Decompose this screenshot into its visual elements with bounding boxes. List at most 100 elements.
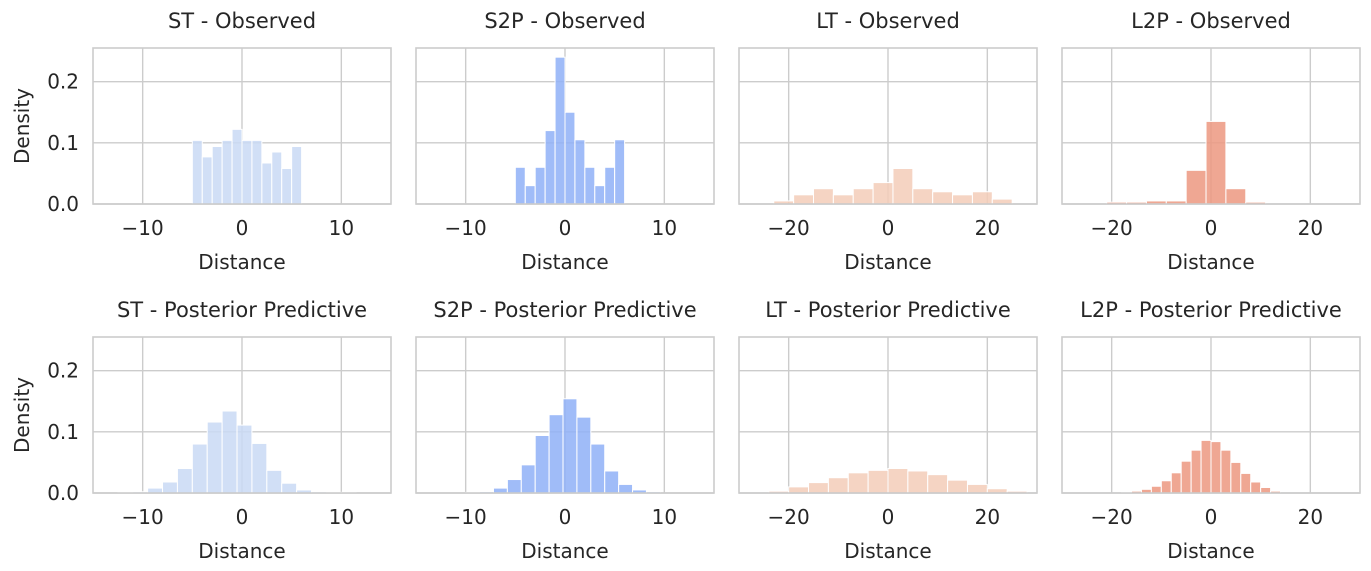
x-tick-label: 10 (652, 216, 677, 240)
histogram-bar (1205, 120, 1227, 205)
histogram-bar (524, 185, 536, 205)
axes-frame (738, 47, 1038, 205)
x-tick-label: 20 (1298, 505, 1323, 529)
subplot-4: L2P - Observed −20 0 20 Distance (1061, 9, 1361, 274)
x-axis-label: Distance (521, 250, 608, 274)
histogram-bar (554, 56, 566, 205)
histogram-bar (971, 191, 993, 205)
x-tick-label: −10 (445, 216, 487, 240)
axes-frame (1061, 47, 1361, 205)
histogram-bar (1180, 460, 1192, 494)
histogram-bar (1160, 480, 1172, 494)
histogram-bar (534, 434, 550, 494)
y-tick-label: 0.2 (47, 70, 79, 94)
histogram-bar (281, 482, 298, 494)
x-axis-label: Distance (521, 539, 608, 563)
x-axis-label: Distance (1167, 250, 1254, 274)
x-tick-label: 0 (236, 505, 249, 529)
subplot-7: LT - Posterior Predictive −20 0 20 Distance (738, 298, 1038, 563)
subplot-title: ST - Posterior Predictive (117, 298, 367, 322)
histogram-bar (932, 191, 954, 205)
histogram-bar (788, 486, 810, 494)
histogram-bar (1220, 449, 1232, 494)
x-tick-label: 20 (975, 216, 1000, 240)
histogram-bar (1250, 481, 1262, 494)
histogram-bar (832, 194, 854, 205)
subplot-3: LT - Observed −20 0 20 Distance (738, 9, 1038, 274)
subplot-title: S2P - Observed (484, 9, 645, 33)
x-tick-label: −10 (445, 505, 487, 529)
x-tick-label: −10 (122, 216, 164, 240)
histogram-bar (618, 483, 634, 494)
histogram-bar (827, 477, 849, 494)
axes-frame (92, 336, 392, 494)
histogram-bar (221, 410, 238, 494)
histogram-bar (574, 139, 586, 205)
axes-frame (415, 47, 715, 205)
histogram-bar (847, 472, 869, 494)
histogram-bar (1190, 449, 1202, 494)
histogram-bar (793, 194, 815, 205)
histogram-bar (1210, 441, 1222, 494)
histogram-bar (291, 145, 303, 205)
x-tick-label: 20 (1298, 216, 1323, 240)
histogram-bar (562, 398, 578, 494)
x-tick-label: 0 (1205, 216, 1218, 240)
histogram-bar (813, 188, 834, 205)
x-tick-label: −20 (768, 505, 810, 529)
axes-frame (415, 336, 715, 494)
subplot-title: LT - Posterior Predictive (765, 298, 1011, 322)
histogram-bar (514, 166, 526, 205)
histogram-bar (251, 442, 268, 494)
y-axis-label: Density (10, 377, 34, 453)
subplot-1: ST - Observed −10 0 10 Distance 0.0 0.1 0.2 Dens… (10, 9, 392, 274)
x-axis-label: Distance (844, 250, 931, 274)
histogram-bar (162, 481, 178, 494)
axes-frame (1061, 336, 1361, 494)
histogram-bar (808, 482, 829, 494)
axes-frame (92, 47, 392, 205)
histogram-bar (887, 468, 909, 494)
subplot-2: S2P - Observed −10 0 10 Distance (415, 9, 715, 274)
histogram-bar (201, 156, 213, 205)
y-tick-label: 0.0 (47, 481, 79, 505)
y-tick-label: 0.2 (47, 359, 79, 383)
histogram-bar (590, 443, 606, 494)
subplot-5: ST - Posterior Predictive −10 0 10 Distance 0… (10, 298, 392, 563)
x-tick-label: 0 (1205, 505, 1218, 529)
histogram-bar (594, 185, 606, 205)
histogram-bar (576, 416, 592, 494)
histogram-bar (221, 139, 233, 205)
x-axis-label: Distance (198, 250, 285, 274)
y-tick-label: 0.1 (47, 131, 79, 155)
histogram-bar (241, 139, 253, 205)
histogram-bar (506, 479, 522, 494)
x-tick-label: 20 (975, 505, 1000, 529)
histogram-bar (1225, 188, 1247, 205)
histogram-bar (852, 188, 874, 205)
y-tick-label: 0.0 (47, 192, 79, 216)
subplot-title: ST - Observed (168, 9, 316, 33)
histogram-bar (1230, 461, 1242, 494)
histogram-bar (211, 145, 223, 205)
y-axis-label: Density (10, 88, 34, 164)
x-tick-label: 0 (882, 216, 895, 240)
histogram-bar (584, 166, 596, 205)
x-tick-label: 0 (559, 505, 572, 529)
x-axis-label: Distance (1167, 539, 1254, 563)
histogram-bar (176, 468, 193, 494)
subplot-title: L2P - Observed (1131, 9, 1291, 33)
histogram-bar (966, 483, 988, 494)
histogram-bar (927, 474, 949, 494)
histogram-bar (548, 414, 564, 494)
subplot-8: L2P - Posterior Predictive −20 0 20 Distance (1061, 298, 1361, 563)
histogram-bar (191, 139, 203, 205)
subplot-title: LT - Observed (816, 9, 960, 33)
histogram-bar (907, 470, 929, 494)
x-tick-label: 0 (882, 505, 895, 529)
histogram-bar (564, 111, 576, 205)
histogram-bar (544, 130, 556, 205)
histogram-bar (952, 194, 973, 205)
x-tick-label: 0 (236, 216, 249, 240)
